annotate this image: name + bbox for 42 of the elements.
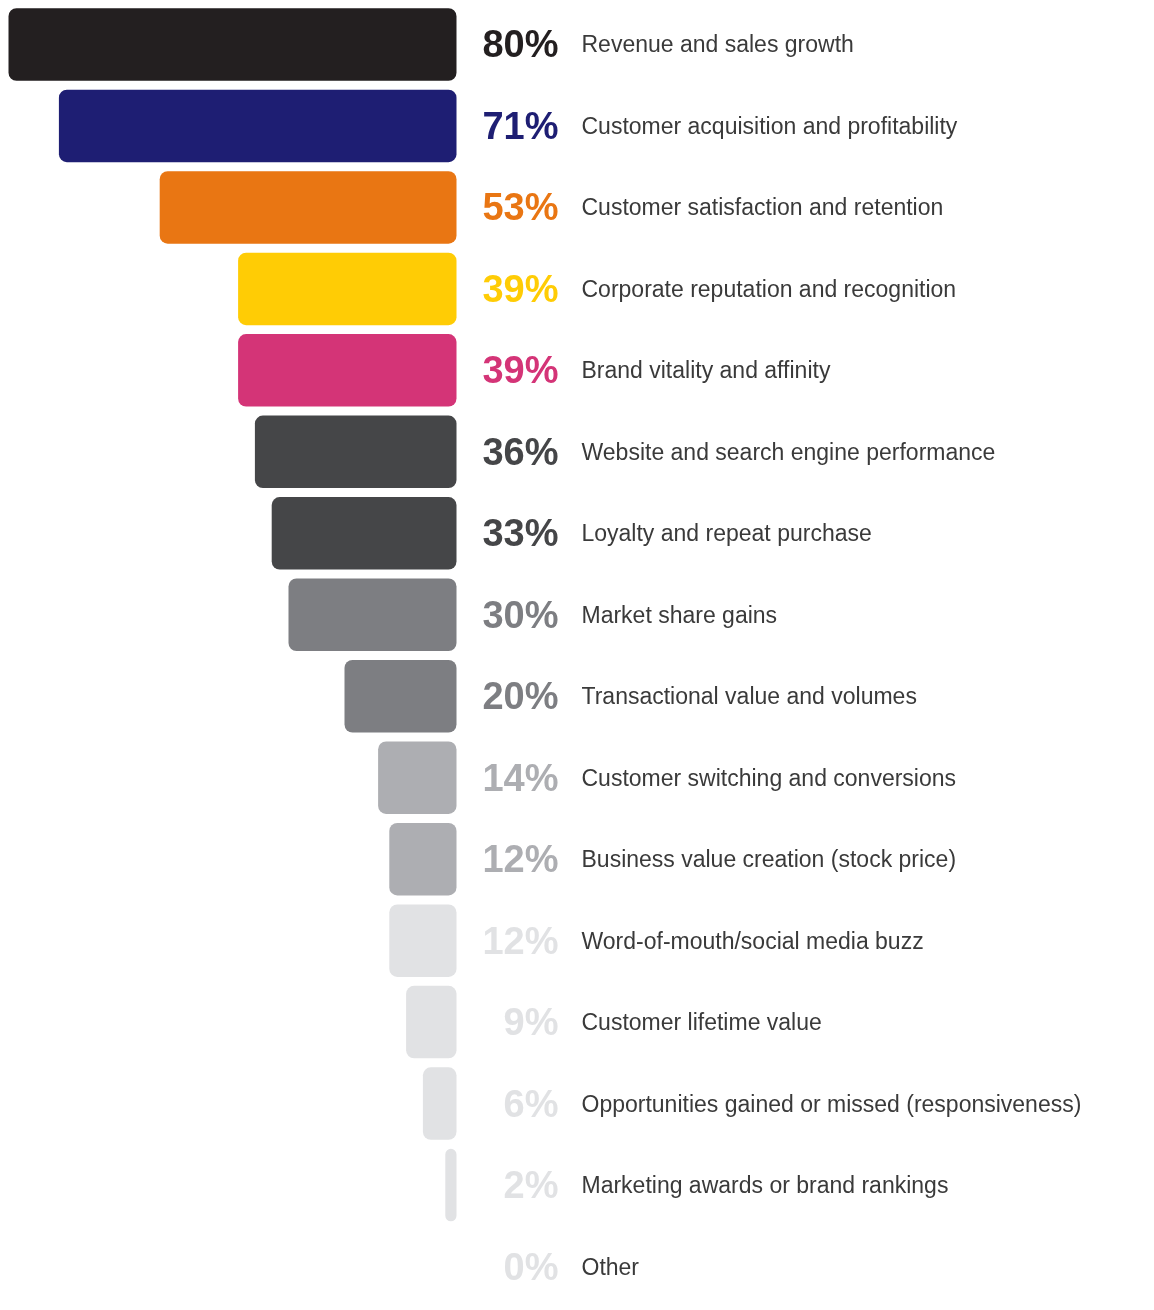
bar xyxy=(422,1067,457,1140)
y-tick-label: Loyalty and repeat purchase xyxy=(581,520,872,547)
bar xyxy=(378,741,457,814)
data-label: 36% xyxy=(482,430,559,473)
data-label: 39% xyxy=(482,349,559,392)
bar xyxy=(254,415,457,489)
y-tick-label: Transactional value and volumes xyxy=(581,683,917,710)
bar xyxy=(238,252,457,326)
bar xyxy=(389,822,457,896)
y-tick-label: Customer lifetime value xyxy=(581,1009,822,1036)
bar xyxy=(58,89,457,163)
data-label: 39% xyxy=(482,267,559,310)
bar xyxy=(389,904,457,977)
bar xyxy=(271,497,457,570)
data-label: 33% xyxy=(482,512,559,555)
bar xyxy=(8,8,457,81)
y-tick-label: Customer satisfaction and retention xyxy=(581,194,944,221)
y-tick-label: Opportunities gained or missed (responsiveness) xyxy=(581,1090,1082,1117)
y-tick-label: Customer acquisition and profitability xyxy=(581,112,958,139)
data-label: 14% xyxy=(482,756,559,799)
bar xyxy=(159,171,457,244)
data-label: 80% xyxy=(482,23,559,66)
data-label: 12% xyxy=(482,838,559,881)
y-tick-label: Market share gains xyxy=(581,601,778,628)
y-tick-label: Other xyxy=(581,1253,640,1280)
y-tick-label: Brand vitality and affinity xyxy=(581,357,831,384)
bar xyxy=(344,659,457,733)
data-label: 20% xyxy=(482,675,559,718)
data-label: 71% xyxy=(482,104,559,147)
bar xyxy=(406,985,457,1059)
bar xyxy=(445,1148,457,1222)
data-label: 53% xyxy=(482,186,559,229)
y-tick-label: Customer switching and conversions xyxy=(581,764,957,791)
data-label: 30% xyxy=(482,593,559,636)
bar xyxy=(288,578,457,652)
y-tick-label: Corporate reputation and recognition xyxy=(581,275,957,302)
bar xyxy=(238,334,457,407)
y-tick-label: Revenue and sales growth xyxy=(581,31,854,58)
y-tick-label: Word-of-mouth/social media buzz xyxy=(581,927,924,954)
y-tick-label: Website and search engine performance xyxy=(581,438,996,465)
y-tick-label: Marketing awards or brand rankings xyxy=(581,1172,949,1199)
y-tick-label: Business value creation (stock price) xyxy=(581,846,957,873)
